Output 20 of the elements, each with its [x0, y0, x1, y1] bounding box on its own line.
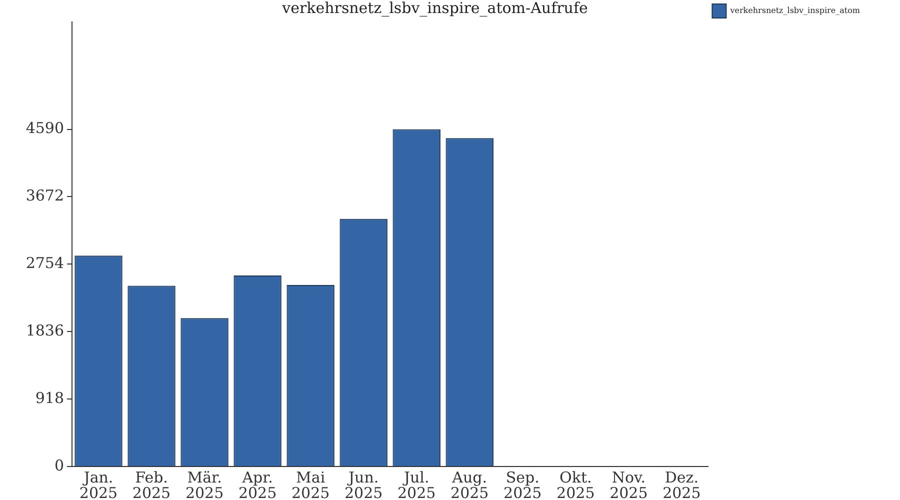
x-tick-label: Jun. 2025	[344, 468, 383, 500]
x-tick-label: Mai 2025	[291, 468, 330, 500]
y-tick-label: 918	[35, 388, 64, 407]
x-tick-label: Apr. 2025	[238, 468, 277, 500]
y-tick-label: 1836	[26, 322, 64, 340]
y-tick-label: 2754	[26, 254, 64, 272]
x-tick-label: Mär. 2025	[185, 468, 224, 500]
x-tick-label: Sep. 2025	[504, 468, 542, 500]
x-tick-label: Dez. 2025	[662, 468, 701, 500]
x-tick-label: Okt. 2025	[556, 468, 595, 500]
y-tick-label: 3672	[26, 186, 64, 205]
x-tick-label: Feb. 2025	[132, 468, 171, 500]
y-tick-label: 0	[54, 456, 64, 474]
x-tick-label: Aug. 2025	[450, 468, 489, 500]
x-tick-label: Nov. 2025	[610, 468, 648, 500]
y-tick-label: 4590	[26, 119, 64, 138]
legend-label: verkehrsnetz_lsbv_inspire_atom	[729, 6, 860, 16]
chart-title: verkehrsnetz_lsbv_inspire_atom-Aufrufe	[281, 0, 588, 17]
x-tick-label: Jul. 2025	[398, 468, 436, 500]
x-tick-label: Jan. 2025	[79, 468, 118, 500]
